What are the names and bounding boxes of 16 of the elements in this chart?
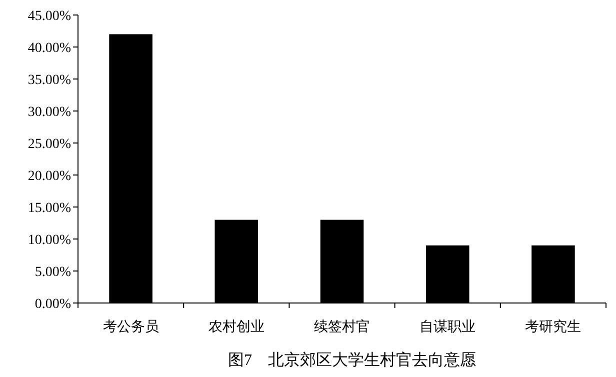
y-tick-label: 20.00% [28,169,72,184]
x-tick-label: 农村创业 [208,319,264,335]
x-tick-label: 考公务员 [102,319,159,335]
y-tick-label: 0.00% [34,297,72,312]
y-tick-label: 35.00% [28,73,72,88]
y-tick-label: 45.00% [28,9,72,24]
x-tick-label: 续签村官 [314,319,370,335]
y-tick-label: 5.00% [34,265,72,280]
y-tick-label: 10.00% [28,233,72,248]
text: 图7 北京郊区大学生村官去向意愿 [228,351,476,369]
x-tick-label: 自谋职业 [420,319,476,335]
y-tick-label: 25.00% [28,137,72,152]
y-tick-label: 40.00% [28,41,72,56]
x-tick-label: 考研究生 [525,319,582,335]
y-tick-label: 15.00% [28,201,72,216]
y-tick-label: 30.00% [28,105,72,120]
